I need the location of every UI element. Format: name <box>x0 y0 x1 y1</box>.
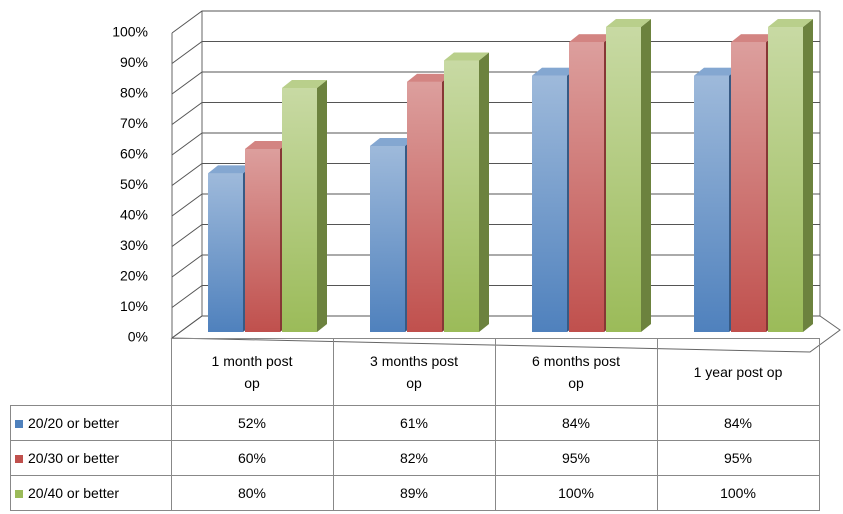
category-cell: 1 month post op <box>170 338 334 406</box>
bar-top-light <box>245 141 290 149</box>
bar-top <box>407 73 452 82</box>
bar-highlight <box>532 75 567 333</box>
bar-side-shade <box>317 80 327 332</box>
grid-line <box>171 10 820 34</box>
value-cell: 84% <box>494 405 658 441</box>
value-cell: 95% <box>494 440 658 476</box>
bar-side <box>479 52 489 333</box>
series-row: 20/20 or better 52% 61% 84% 84% <box>10 405 820 441</box>
category-label: 6 months post op <box>532 353 620 391</box>
value-cell: 95% <box>656 440 820 476</box>
bar-highlight <box>569 42 604 332</box>
bar <box>444 52 489 333</box>
y-tick-label: 100% <box>112 24 148 40</box>
data-table: 1 month post op 3 months post op 6 months … <box>10 338 820 511</box>
legend-swatch <box>15 490 23 498</box>
bar-top-light <box>407 73 452 82</box>
category-cell: 6 months post op <box>494 338 658 406</box>
bar <box>282 80 327 332</box>
legend-swatch <box>15 420 23 428</box>
bar-top <box>370 137 415 146</box>
bar-top-light <box>532 67 577 76</box>
category-cell: 1 year post op <box>656 338 820 406</box>
grid-line <box>171 41 820 64</box>
bar-top-light <box>282 80 327 88</box>
bar-side-shade <box>803 19 813 332</box>
bar-top <box>694 67 739 76</box>
value-cell: 89% <box>332 475 496 511</box>
bar-top <box>569 34 614 43</box>
category-label: 1 month post op <box>211 353 293 391</box>
category-cell: 3 months post op <box>332 338 496 406</box>
legend-label: 20/40 or better <box>28 485 120 501</box>
y-tick-label: 10% <box>120 298 148 314</box>
bar-top-light <box>694 67 739 76</box>
legend-label: 20/30 or better <box>28 450 120 466</box>
bar <box>606 19 651 332</box>
bar-top-light <box>768 19 813 27</box>
bar-top <box>444 52 489 61</box>
bar-highlight <box>282 88 317 332</box>
bar-top <box>282 80 327 88</box>
y-tick-label: 90% <box>120 54 148 70</box>
value-cell: 84% <box>656 405 820 441</box>
legend-label: 20/20 or better <box>28 415 120 431</box>
y-tick-label: 50% <box>120 176 148 192</box>
bar-highlight <box>208 173 243 332</box>
legend-cell: 20/40 or better <box>10 475 172 511</box>
bar-top <box>768 19 813 27</box>
value-cell: 60% <box>170 440 334 476</box>
value-cell: 61% <box>332 405 496 441</box>
category-label: 3 months post op <box>370 353 458 391</box>
corner-cell <box>10 338 172 406</box>
value-cell: 100% <box>494 475 658 511</box>
bar-top <box>731 34 776 43</box>
bar-highlight <box>606 27 641 332</box>
y-tick-label: 70% <box>120 115 148 131</box>
bar-highlight <box>768 27 803 332</box>
y-tick-label: 30% <box>120 237 148 253</box>
bar-top-light <box>208 165 253 174</box>
bar <box>768 19 813 332</box>
bar-top-light <box>606 19 651 27</box>
bar-side <box>641 19 651 332</box>
bar-side-shade <box>641 19 651 332</box>
value-cell: 52% <box>170 405 334 441</box>
bar-top <box>245 141 290 149</box>
series-row: 20/40 or better 80% 89% 100% 100% <box>10 475 820 511</box>
y-tick-label: 20% <box>120 268 148 284</box>
legend-cell: 20/30 or better <box>10 440 172 476</box>
bar-top <box>208 165 253 174</box>
legend-swatch <box>15 455 23 463</box>
bar-top-light <box>731 34 776 43</box>
y-tick-label: 60% <box>120 146 148 162</box>
series-row: 20/30 or better 60% 82% 95% 95% <box>10 440 820 476</box>
bar-highlight <box>245 149 280 332</box>
bar-side-shade <box>479 52 489 333</box>
bar-highlight <box>731 42 766 332</box>
header-row: 1 month post op 3 months post op 6 months … <box>10 338 820 406</box>
value-cell: 100% <box>656 475 820 511</box>
bar-top-light <box>569 34 614 43</box>
y-tick-label: 80% <box>120 85 148 101</box>
bar-highlight <box>444 60 479 333</box>
value-cell: 82% <box>332 440 496 476</box>
bar-side <box>803 19 813 332</box>
bar-top-light <box>370 137 415 146</box>
bar-highlight <box>694 75 729 333</box>
bar-highlight <box>407 81 442 333</box>
y-tick-label: 40% <box>120 207 148 223</box>
bar-top <box>532 67 577 76</box>
category-label: 1 year post op <box>693 364 783 380</box>
bar-highlight <box>370 145 405 332</box>
bar-top-light <box>444 52 489 61</box>
value-cell: 80% <box>170 475 334 511</box>
bar-side <box>317 80 327 332</box>
bar-top <box>606 19 651 27</box>
legend-cell: 20/20 or better <box>10 405 172 441</box>
